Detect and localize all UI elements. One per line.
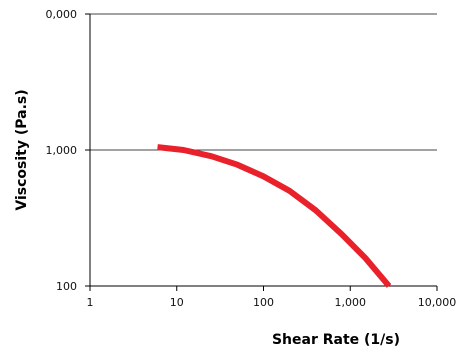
- y-axis-ticks: 100 1,000 0,000: [46, 8, 90, 293]
- series-layer: [157, 144, 392, 288]
- x-tick-label: 1: [87, 296, 94, 309]
- x-tick-label: 10: [170, 296, 184, 309]
- x-tick-label: 1,000: [335, 296, 367, 309]
- y-tick-label: 1,000: [46, 144, 78, 157]
- y-tick-label: 0,000: [46, 8, 78, 21]
- grid-lines: [90, 13, 437, 151]
- y-axis-title: Viscosity (Pa.s): [14, 89, 30, 210]
- x-tick-label: 10,000: [418, 296, 457, 309]
- y-tick-label: 100: [56, 280, 77, 293]
- x-tick-label: 100: [253, 296, 274, 309]
- viscosity-curve: [157, 144, 392, 288]
- x-axis-ticks: 1 10 100 1,000 10,000: [87, 286, 457, 309]
- x-axis-title: Shear Rate (1/s): [272, 332, 400, 348]
